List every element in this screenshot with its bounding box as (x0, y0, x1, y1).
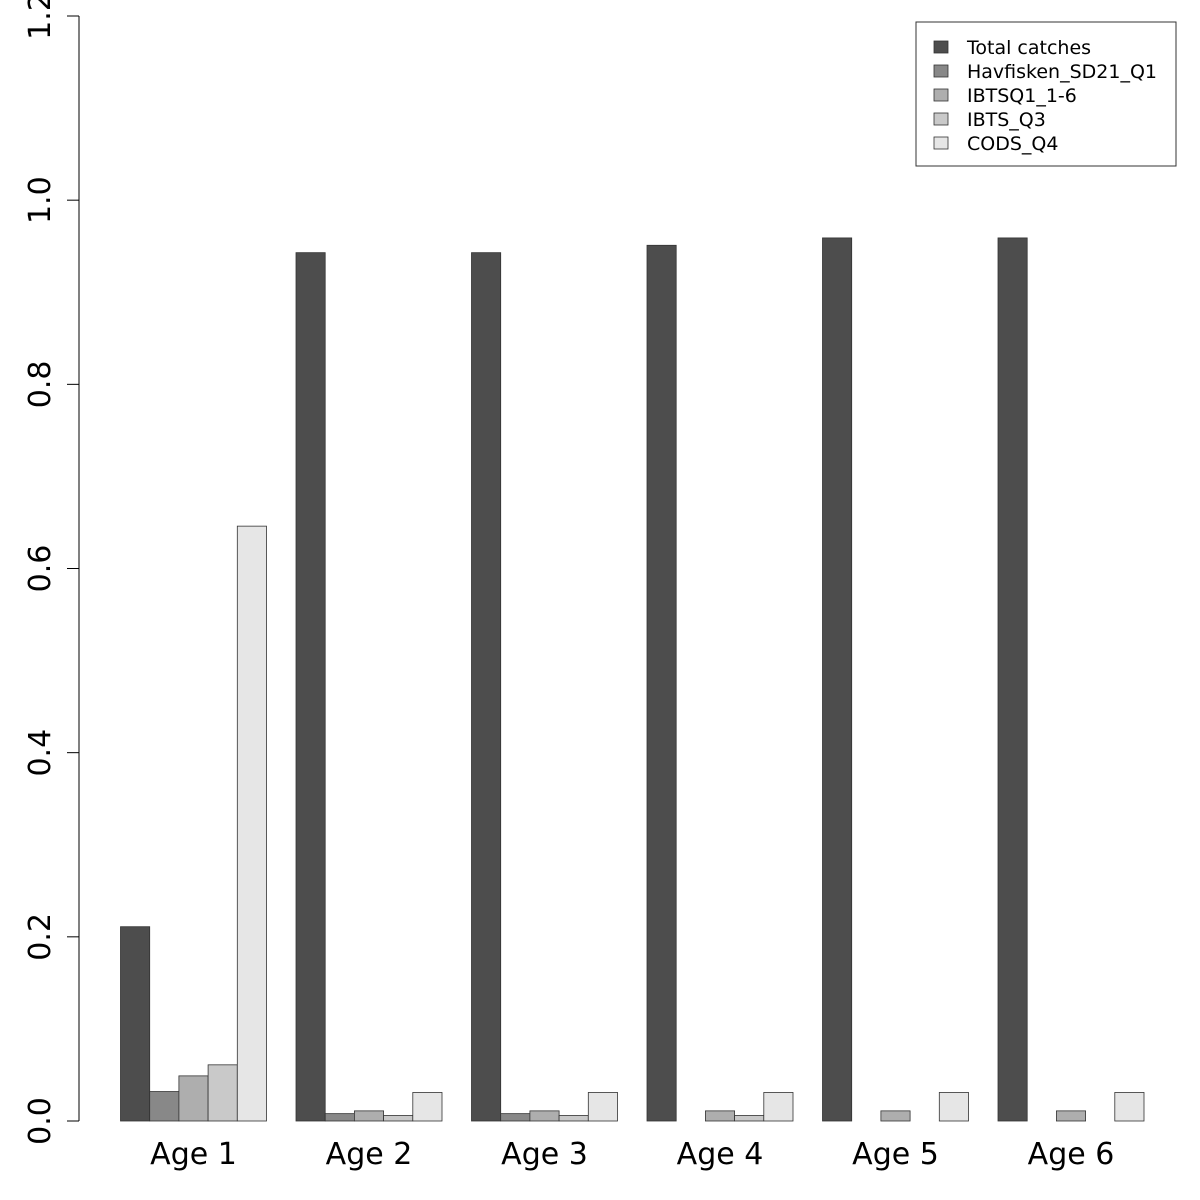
legend-swatch (933, 136, 949, 150)
legend-entry: Havfisken_SD21_Q1 (967, 61, 1157, 83)
legend-entry: Total catches (966, 37, 1091, 59)
y-tick-label: 0.4 (23, 729, 58, 777)
bar-5-5 (938, 1092, 969, 1122)
legend-entry: IBTS_Q3 (967, 109, 1046, 131)
bar-3-4 (558, 1115, 589, 1122)
bar-3-5 (587, 1092, 618, 1122)
legend-box (915, 21, 1177, 167)
bar-4-5 (763, 1092, 794, 1122)
bar-3-3 (529, 1110, 560, 1122)
y-tick-label: 1.2 (23, 0, 58, 40)
bar-6-5 (1114, 1092, 1145, 1122)
bar-1-3 (178, 1075, 209, 1122)
category-labels: Age 1 Age 2 Age 3 Age 4 Age 5 Age 6 (150, 1137, 1114, 1172)
bars (120, 237, 1145, 1122)
legend-swatch (933, 40, 949, 54)
bar-3-2 (500, 1113, 531, 1122)
legend-entry: CODS_Q4 (967, 133, 1058, 155)
y-axis: 0.0 0.2 0.4 0.6 0.8 1.0 1.2 (23, 0, 80, 1145)
bar-4-3 (705, 1110, 736, 1122)
bar-2-2 (324, 1113, 355, 1122)
x-category-label: Age 5 (852, 1137, 939, 1172)
bar-1-5 (236, 525, 267, 1122)
y-tick-label: 0.6 (23, 545, 58, 593)
bar-4-1 (646, 244, 677, 1122)
bar-3-1 (471, 252, 502, 1122)
legend-entry: IBTSQ1_1-6 (967, 85, 1077, 107)
bar-6-1 (997, 237, 1028, 1122)
y-tick-label: 1.0 (23, 176, 58, 224)
legend-swatch (933, 88, 949, 102)
bar-1-2 (149, 1091, 180, 1122)
x-category-label: Age 1 (150, 1137, 237, 1172)
bar-2-3 (353, 1110, 384, 1122)
bar-2-4 (383, 1115, 414, 1122)
bar-6-3 (1056, 1110, 1087, 1122)
bar-1-1 (120, 926, 151, 1122)
bar-4-4 (734, 1115, 765, 1122)
bar-2-5 (412, 1092, 443, 1122)
bar-2-1 (295, 252, 326, 1122)
x-category-label: Age 2 (326, 1137, 413, 1172)
legend-swatch (933, 112, 949, 126)
x-category-label: Age 6 (1028, 1137, 1115, 1172)
x-category-label: Age 3 (501, 1137, 588, 1172)
legend: Total catchesHavfisken_SD21_Q1IBTSQ1_1-6… (915, 21, 1177, 167)
x-category-label: Age 4 (677, 1137, 764, 1172)
y-tick-label: 0.8 (23, 360, 58, 408)
y-tick-label: 0.0 (23, 1097, 58, 1145)
bar-5-1 (822, 237, 853, 1122)
legend-swatch (933, 64, 949, 78)
bar-5-3 (880, 1110, 911, 1122)
y-tick-label: 0.2 (23, 913, 58, 961)
bar-1-4 (207, 1064, 238, 1122)
